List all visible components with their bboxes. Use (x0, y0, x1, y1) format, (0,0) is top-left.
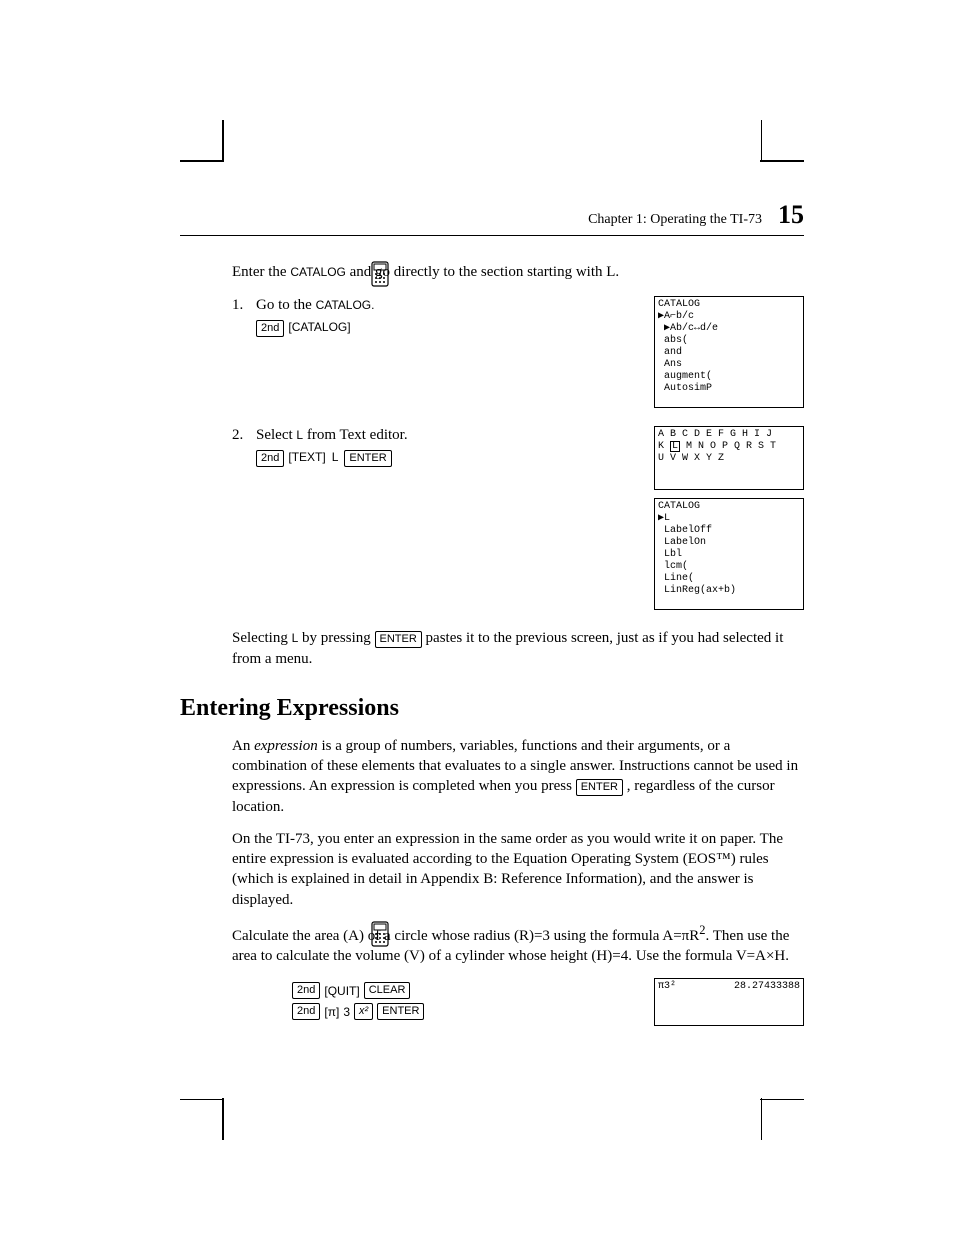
step-2-number: 2. (232, 426, 256, 444)
ex2-k1: 2nd (292, 982, 320, 999)
p1-em: expression (254, 738, 318, 754)
screen-catalog-a: CATALOG ▶A⌐b/c ▶Ab/c↔d/e abs( and Ans au… (654, 296, 804, 408)
note-a: Selecting (232, 630, 292, 646)
intro-text-post: and go directly to the section starting … (350, 264, 620, 280)
grid-r2a: K (658, 441, 670, 452)
calculator-icon-2 (370, 920, 390, 953)
p1-a: An (232, 738, 254, 754)
chapter-label: Chapter 1: Operating the TI-73 (588, 212, 762, 228)
step-2-keys: 2nd [TEXT] L ENTER (256, 450, 636, 467)
intro-text-pre: Enter the (232, 264, 290, 280)
select-note: Selecting L by pressing ENTER pastes it … (232, 628, 804, 669)
page-number: 15 (778, 200, 804, 230)
ex2b-k4: ENTER (377, 1003, 424, 1020)
calculator-icon (370, 260, 390, 293)
key-enter: ENTER (344, 450, 391, 467)
key-L: L (330, 450, 341, 466)
step-1-number: 1. (232, 296, 256, 314)
ex2-line2: 2nd [π] 3 x² ENTER (292, 1003, 636, 1020)
fn-text: [TEXT] (288, 450, 325, 466)
intro-catalog-word: CATALOG (290, 265, 346, 279)
note-b: by pressing (302, 630, 375, 646)
note-key-enter: ENTER (375, 631, 422, 648)
note-l: L (292, 631, 299, 645)
screen-result: π3² 28.27433388 (654, 978, 804, 1026)
example-2-text: Calculate the area (A) of a circle whose… (232, 922, 804, 967)
grid-r2-sel: L (670, 441, 680, 452)
step-2-sel: L (296, 428, 303, 442)
ex2b-k3: x² (354, 1003, 373, 1020)
ex2-f1: [QUIT] (324, 984, 359, 998)
para-1: An expression is a group of numbers, var… (232, 736, 804, 817)
step-1-obj: CATALOG. (316, 298, 375, 312)
ex2b-k1: 2nd (292, 1003, 320, 1020)
grid-r2b: M N O P Q R S T (680, 441, 776, 452)
screen-text-grid: A B C D E F G H I J K L M N O P Q R S T … (654, 426, 804, 490)
grid-r1: A B C D E F G H I J (658, 429, 772, 440)
ex2-line1: 2nd [QUIT] CLEAR (292, 982, 636, 999)
key-2nd: 2nd (256, 320, 284, 337)
page-header: Chapter 1: Operating the TI-73 15 (180, 200, 804, 236)
ex2-k2: CLEAR (364, 982, 411, 999)
grid-r3: U V W X Y Z (658, 453, 724, 464)
p1-key-enter: ENTER (576, 779, 623, 796)
example-1-intro: Enter the CATALOG and go directly to the… (232, 262, 804, 282)
key-2nd-2: 2nd (256, 450, 284, 467)
section-title: Entering Expressions (180, 695, 804, 722)
step-2-text-b: from Text editor. (307, 427, 408, 443)
step-2-text-a: Select (256, 427, 296, 443)
res-r: 28.27433388 (734, 981, 800, 1023)
step-1-text: Go to the (256, 297, 316, 313)
ex2b-f1: [π] (324, 1005, 339, 1019)
step-1-keys: 2nd [CATALOG] (256, 320, 636, 337)
ex2-a: Calculate the area (A) of a circle whose… (232, 928, 699, 944)
screen-catalog-l: CATALOG ▶L LabelOff LabelOn Lbl lcm( Lin… (654, 498, 804, 610)
res-l: π3² (658, 981, 676, 1023)
fn-catalog: [CATALOG] (288, 320, 350, 336)
para-2: On the TI-73, you enter an expression in… (232, 829, 804, 910)
ex2b-k2: 3 (343, 1005, 350, 1019)
